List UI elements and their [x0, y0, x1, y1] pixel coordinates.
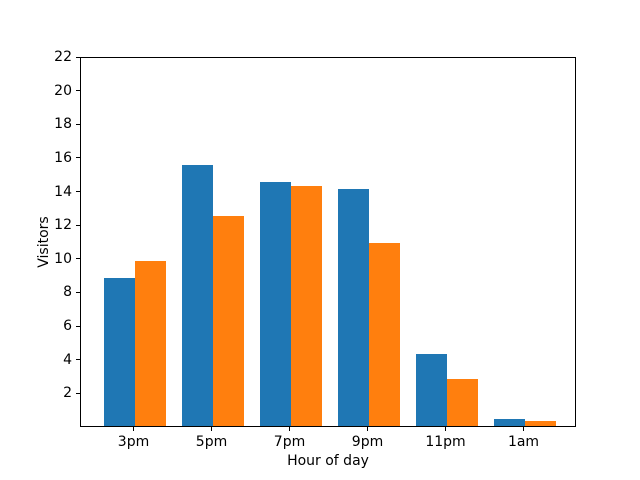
bar-series-2-orange-11pm: [446, 378, 478, 426]
y-tick-mark: [76, 325, 80, 327]
y-tick-label: 6: [63, 318, 72, 335]
bar-series-1-blue-9pm: [337, 188, 369, 426]
bar-series-1-blue-11pm: [415, 353, 447, 426]
bar-series-1-blue-5pm: [181, 165, 213, 426]
bar-series-2-orange-7pm: [290, 185, 322, 426]
x-tick-mark: [211, 427, 212, 431]
bar-series-2-orange-3pm: [134, 261, 166, 426]
y-tick-label: 4: [63, 351, 72, 368]
y-tick-label: 10: [54, 250, 72, 267]
y-tick-label: 8: [63, 284, 72, 301]
x-tick-label: 11pm: [425, 434, 466, 450]
y-tick-mark: [76, 224, 80, 226]
plot-area: [80, 57, 576, 427]
x-tick-mark: [445, 427, 446, 431]
y-tick-label: 20: [54, 82, 72, 99]
y-tick-mark: [76, 123, 80, 125]
y-tick-mark: [76, 191, 80, 193]
y-tick-label: 16: [54, 149, 72, 166]
bar-series-2-orange-5pm: [212, 215, 244, 426]
y-tick-label: 18: [54, 116, 72, 133]
y-tick-label: 12: [54, 217, 72, 234]
x-tick-label: 1am: [507, 434, 540, 450]
y-tick-label: 22: [54, 49, 72, 65]
x-tick-mark: [289, 427, 290, 431]
y-tick-mark: [76, 157, 80, 159]
y-tick-mark: [76, 258, 80, 260]
x-axis-label: Hour of day: [287, 453, 369, 469]
bar-series-2-orange-9pm: [368, 242, 400, 426]
y-tick-label: 14: [54, 183, 72, 200]
bar-series-1-blue-1am: [493, 419, 525, 426]
x-tick-label: 9pm: [351, 434, 384, 450]
x-tick-mark: [523, 427, 524, 431]
bar-series-1-blue-3pm: [103, 278, 135, 426]
x-tick-label: 3pm: [117, 434, 150, 450]
bar-series-1-blue-7pm: [259, 182, 291, 426]
x-tick-mark: [367, 427, 368, 431]
x-tick-label: 7pm: [273, 434, 306, 450]
y-tick-mark: [76, 359, 80, 361]
x-tick-mark: [133, 427, 134, 431]
y-tick-mark: [76, 56, 80, 58]
x-tick-label: 5pm: [195, 434, 228, 450]
y-tick-mark: [76, 90, 80, 92]
y-tick-mark: [76, 392, 80, 394]
y-tick-mark: [76, 291, 80, 293]
y-tick-label: 2: [63, 385, 72, 402]
bar-series-2-orange-1am: [524, 420, 556, 426]
